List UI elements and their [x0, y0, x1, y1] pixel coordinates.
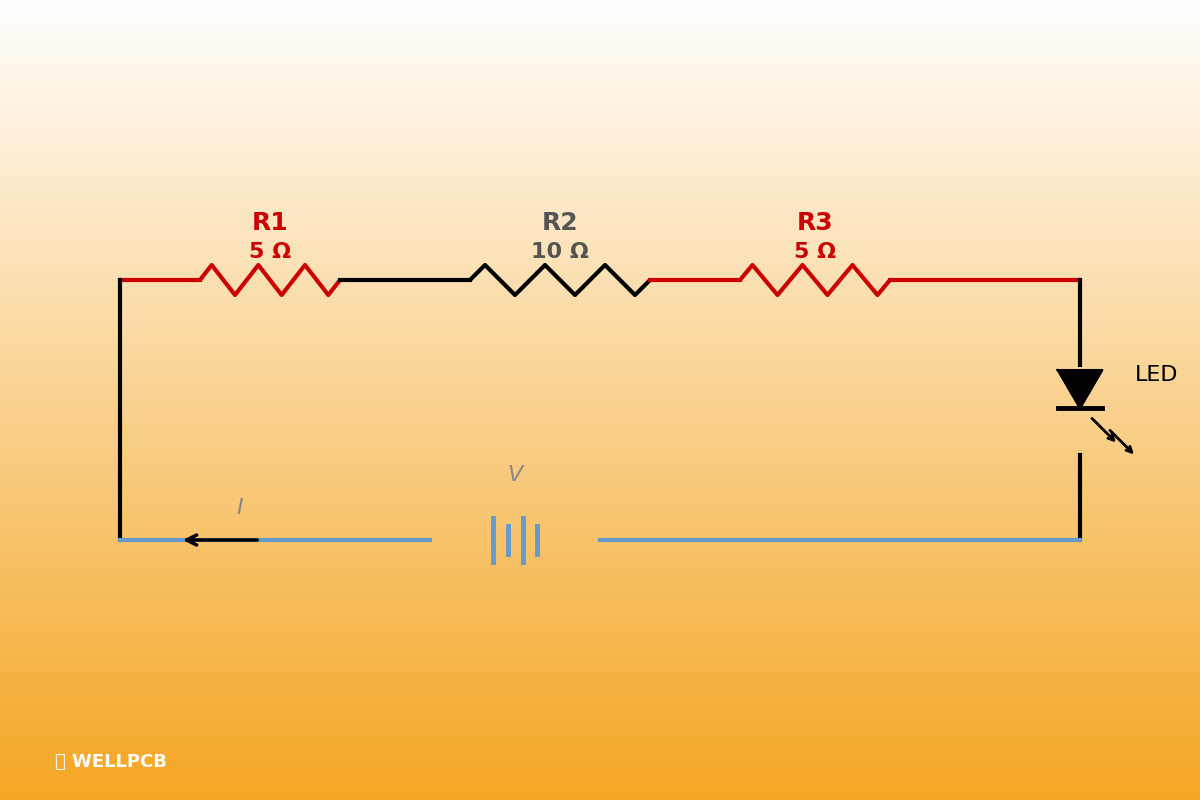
Text: R3: R3	[797, 211, 833, 235]
Text: R1: R1	[252, 211, 288, 235]
Text: 10 Ω: 10 Ω	[532, 242, 589, 262]
Text: V: V	[508, 465, 523, 485]
Text: R2: R2	[541, 211, 578, 235]
Text: 5 Ω: 5 Ω	[794, 242, 836, 262]
Text: 5 Ω: 5 Ω	[248, 242, 292, 262]
Text: I: I	[236, 498, 244, 518]
Text: LED: LED	[1135, 365, 1178, 385]
Text: Ⓦ WELLPCB: Ⓦ WELLPCB	[55, 753, 167, 771]
Polygon shape	[1057, 370, 1103, 408]
